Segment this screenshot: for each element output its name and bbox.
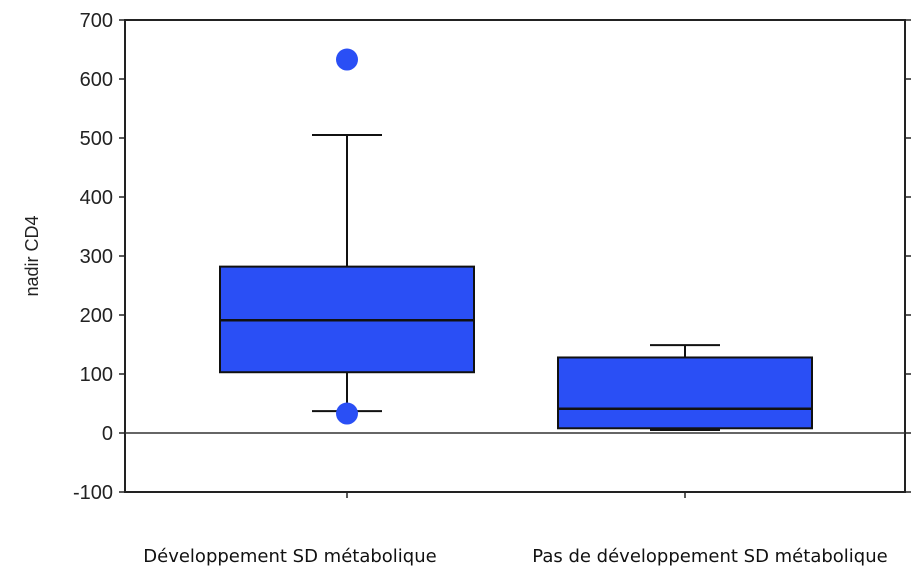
- y-axis-ticks: -100 0 100 200 300 400 500 600 700: [73, 10, 911, 504]
- y-axis-title: nadir CD4: [22, 215, 42, 296]
- y-tick-label: 500: [80, 128, 113, 150]
- y-tick-label: 200: [80, 305, 113, 327]
- boxes-layer: [219, 48, 813, 432]
- y-tick-label: 400: [80, 187, 113, 209]
- box-group-0: [219, 48, 475, 425]
- y-tick-label: -100: [73, 482, 113, 504]
- y-tick-label: 300: [80, 246, 113, 268]
- box-group-1: [557, 344, 813, 432]
- outlier-point: [336, 48, 358, 71]
- y-tick-label: 700: [80, 10, 113, 32]
- x-category-label-1: Pas de développement SD métabolique: [532, 546, 887, 567]
- y-tick-label: 100: [80, 364, 113, 386]
- y-tick-label: 600: [80, 69, 113, 91]
- box-iqr: [557, 356, 813, 430]
- y-tick-label: 0: [102, 423, 113, 445]
- outlier-point: [336, 402, 358, 425]
- x-category-label-0: Développement SD métabolique: [143, 546, 436, 567]
